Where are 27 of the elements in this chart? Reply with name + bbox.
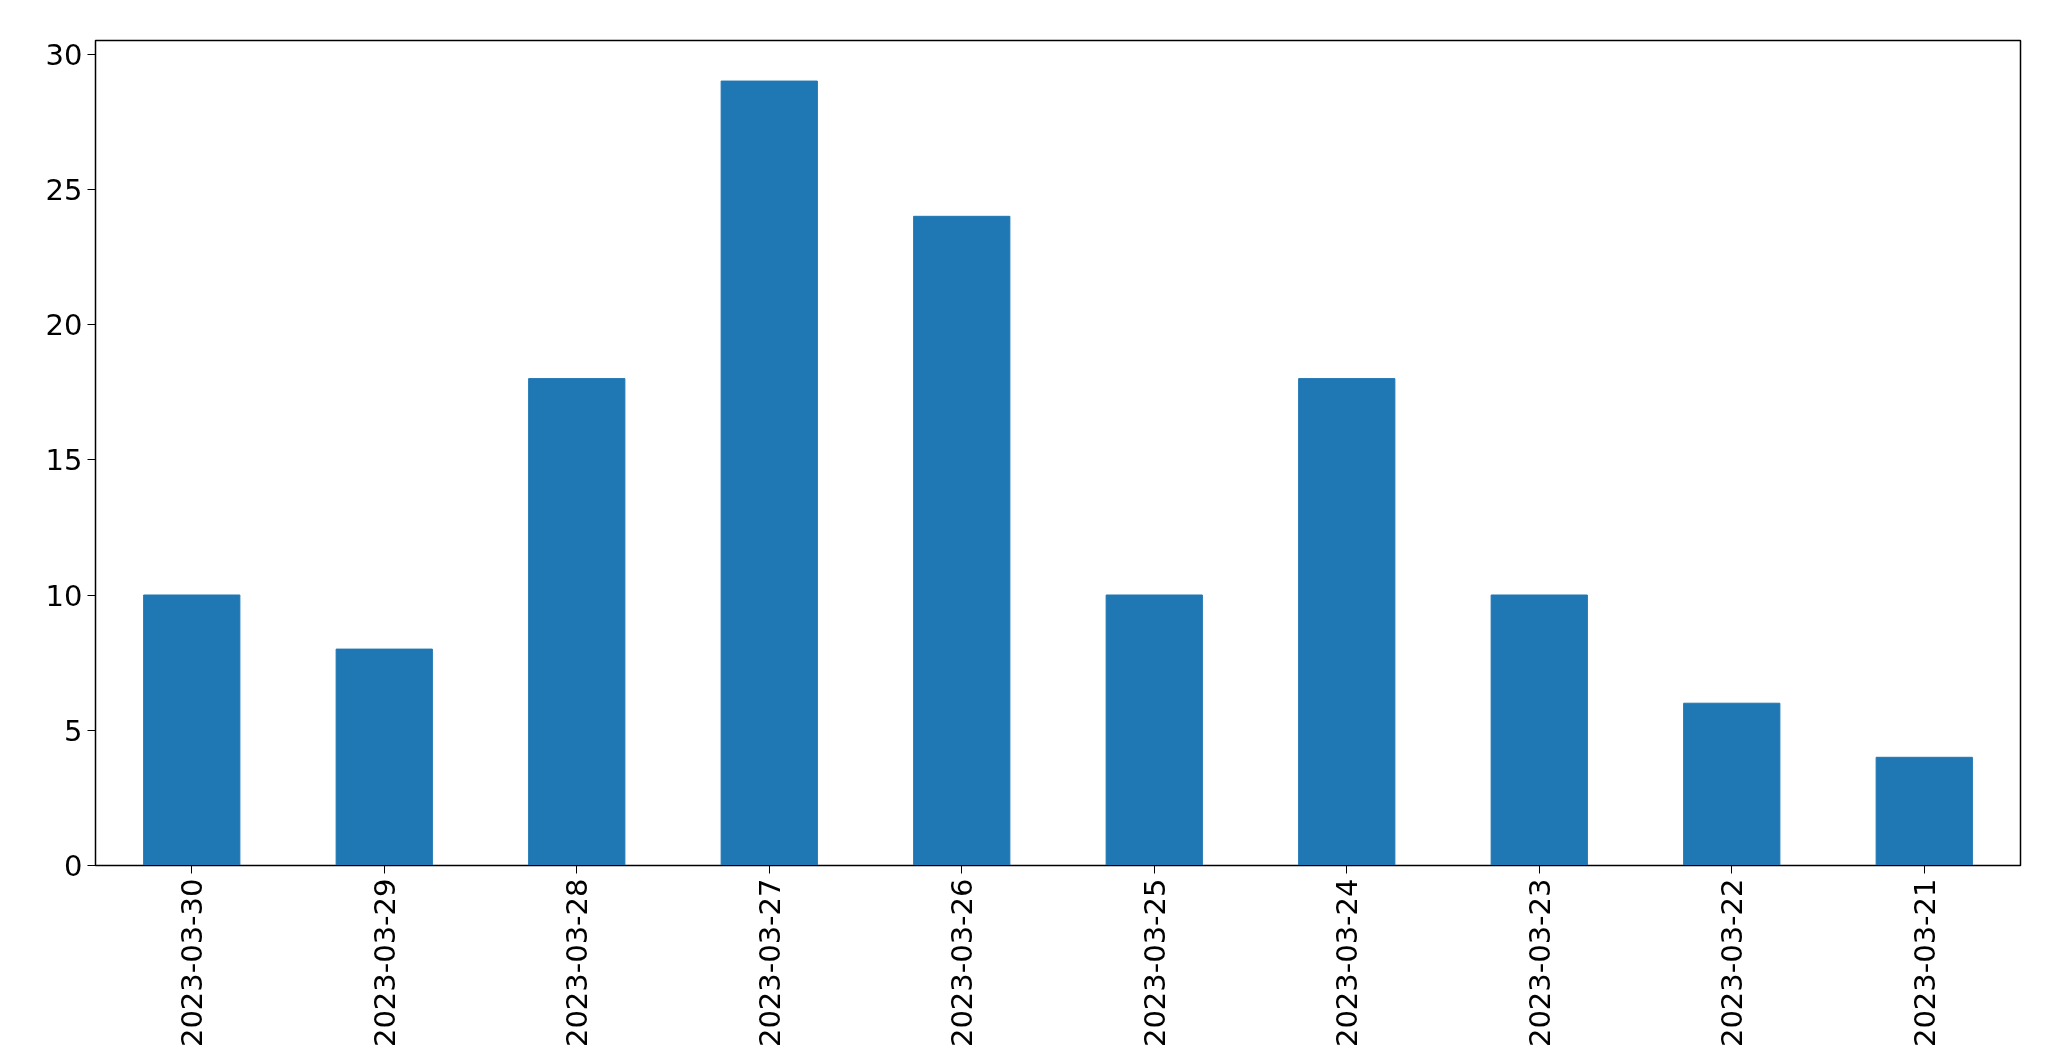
y-tick-label: 20 (45, 308, 83, 343)
x-tick-label: 2023-03-25 (1137, 878, 1172, 1048)
x-tick-label: 2023-03-26 (945, 878, 980, 1048)
bar (335, 648, 433, 866)
bar (1875, 756, 1973, 866)
y-tick-label: 0 (64, 849, 83, 883)
y-tick-label: 15 (45, 443, 83, 478)
x-tick-label: 2023-03-21 (1907, 878, 1942, 1048)
y-tick-label: 25 (45, 172, 83, 207)
bar (1490, 594, 1588, 866)
x-tick-label: 2023-03-24 (1330, 878, 1365, 1048)
bar (1683, 702, 1781, 866)
x-tick-label: 2023-03-30 (175, 878, 210, 1048)
bar (528, 378, 626, 866)
x-tick-label: 2023-03-27 (752, 878, 787, 1048)
bar (913, 215, 1011, 866)
x-tick-label: 2023-03-28 (560, 878, 595, 1048)
x-tick-label: 2023-03-22 (1715, 878, 1750, 1048)
bar (1105, 594, 1203, 866)
x-tick-label: 2023-03-29 (367, 878, 402, 1048)
bar (720, 80, 818, 866)
y-tick-label: 5 (64, 713, 83, 748)
y-tick-label: 10 (45, 578, 83, 613)
y-tick-label: 30 (45, 37, 83, 72)
bar (1298, 378, 1396, 866)
x-tick-label: 2023-03-23 (1522, 878, 1557, 1048)
bar (143, 594, 241, 866)
